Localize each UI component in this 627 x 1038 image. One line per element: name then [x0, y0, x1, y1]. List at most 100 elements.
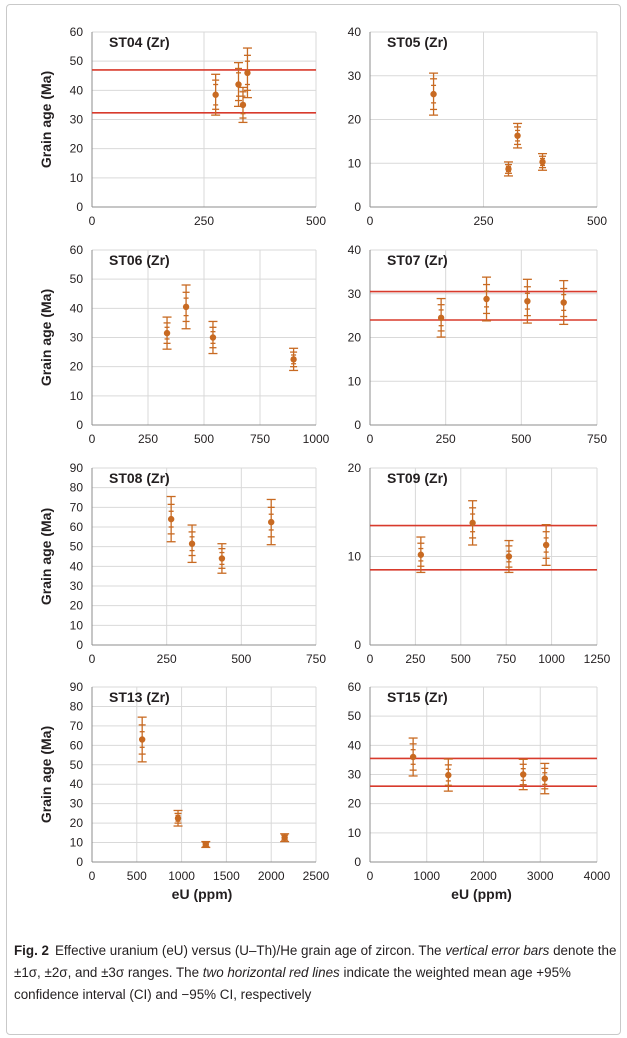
y-tick-label: 10 — [70, 618, 84, 632]
data-point — [513, 122, 523, 149]
y-tick-label: 30 — [348, 69, 362, 83]
y-tick-label: 10 — [348, 550, 362, 564]
data-point — [266, 498, 276, 546]
data-point — [436, 297, 446, 338]
data-point — [211, 73, 221, 116]
point-marker — [188, 540, 196, 547]
point-marker — [235, 81, 242, 88]
y-tick-label: 50 — [70, 758, 84, 772]
y-tick-label: 30 — [348, 287, 362, 301]
x-tick-label: 250 — [138, 432, 158, 446]
x-tick-label: 500 — [587, 214, 607, 228]
data-point — [559, 279, 569, 326]
x-tick-label: 0 — [89, 214, 96, 228]
y-tick-label: 90 — [70, 680, 84, 694]
y-tick-label: 40 — [348, 25, 362, 39]
y-tick-label: 30 — [70, 797, 84, 811]
point-marker — [437, 314, 445, 322]
x-axis-title: eU (ppm) — [172, 886, 233, 902]
data-point — [289, 347, 299, 372]
x-tick-label: 500 — [306, 214, 326, 228]
y-tick-label: 50 — [70, 272, 84, 286]
data-point — [208, 320, 218, 355]
point-marker — [212, 91, 219, 98]
y-tick-label: 10 — [70, 171, 84, 185]
figure-frame — [6, 4, 621, 1035]
data-point — [166, 495, 176, 543]
y-axis-title: Grain age (Ma) — [38, 508, 54, 605]
panel-6: 0 10 20 0 250 500 750 1000 1250 ST09 (Zr) — [348, 461, 611, 666]
y-tick-label: 30 — [348, 768, 362, 782]
y-tick-label: 10 — [348, 156, 362, 170]
point-marker — [281, 834, 288, 841]
data-point — [468, 500, 478, 546]
point-marker — [163, 329, 171, 337]
point-marker — [520, 771, 527, 778]
y-tick-label: 20 — [70, 816, 84, 830]
x-tick-label: 0 — [367, 652, 374, 666]
data-point — [201, 840, 211, 849]
panel-title: ST08 (Zr) — [109, 470, 170, 486]
y-tick-label: 30 — [70, 579, 84, 593]
y-tick-label: 60 — [70, 520, 84, 534]
y-tick-label: 40 — [348, 243, 362, 257]
y-axis-title: Grain age (Ma) — [38, 726, 54, 823]
x-tick-label: 750 — [587, 432, 607, 446]
figure-caption: Fig. 2 Effective uranium (eU) versus (U–T… — [14, 940, 618, 1006]
y-tick-label: 90 — [70, 461, 84, 475]
point-marker — [560, 299, 567, 306]
data-point — [518, 758, 528, 791]
y-tick-label: 60 — [70, 243, 84, 257]
point-marker — [167, 515, 175, 523]
data-point — [538, 152, 548, 171]
y-tick-label: 60 — [70, 25, 84, 39]
y-tick-label: 80 — [70, 699, 84, 713]
y-axis-title: Grain age (Ma) — [38, 289, 54, 386]
y-tick-label: 0 — [76, 638, 83, 652]
point-marker — [505, 553, 513, 560]
y-tick-label: 50 — [348, 709, 362, 723]
point-marker — [409, 753, 417, 761]
panel-7: 0 10 20 30 40 50 60 70 80 90 0 500 1000 1500 2000 2500 S… — [38, 680, 330, 902]
x-tick-label: 500 — [511, 432, 531, 446]
point-marker — [182, 303, 190, 311]
x-tick-label: 2500 — [303, 869, 330, 883]
y-tick-label: 40 — [348, 738, 362, 752]
x-tick-label: 500 — [231, 652, 251, 666]
y-tick-label: 0 — [354, 418, 361, 432]
x-tick-label: 2000 — [258, 869, 285, 883]
x-tick-label: 500 — [194, 432, 214, 446]
x-tick-label: 1000 — [168, 869, 195, 883]
x-tick-label: 0 — [367, 869, 374, 883]
point-marker — [430, 90, 437, 98]
x-tick-label: 3000 — [527, 869, 554, 883]
x-tick-label: 1000 — [538, 652, 565, 666]
point-marker — [539, 158, 546, 166]
data-point — [408, 737, 418, 777]
point-marker — [542, 541, 550, 549]
y-tick-label: 20 — [348, 113, 362, 127]
caption-text-1: Effective uranium (eU) versus (U–Th)/He … — [54, 943, 446, 958]
y-tick-label: 10 — [70, 389, 84, 403]
x-tick-label: 250 — [473, 214, 493, 228]
x-tick-label: 1250 — [584, 652, 611, 666]
panel-8: 0 10 20 30 40 50 60 0 1000 2000 3000 4000 ST15 (Zr) e… — [348, 680, 611, 902]
x-axis-title: eU (ppm) — [451, 886, 512, 902]
x-tick-label: 250 — [405, 652, 425, 666]
panel-2: 0 10 20 30 40 0 250 500 ST05 (Zr) — [348, 25, 608, 228]
y-axis-title: Grain age (Ma) — [38, 71, 54, 168]
point-marker — [514, 132, 521, 139]
caption-text-2: denote the ±1σ, ±2σ, and ±3σ ranges. The — [14, 943, 617, 980]
caption-label: Fig. 2 — [14, 943, 49, 958]
data-point — [541, 523, 551, 566]
point-marker — [239, 101, 247, 109]
point-marker — [483, 295, 490, 303]
point-marker — [174, 815, 182, 822]
x-tick-label: 0 — [367, 214, 374, 228]
data-point — [181, 284, 191, 330]
point-marker — [541, 775, 548, 782]
y-tick-label: 0 — [76, 855, 83, 869]
data-point — [482, 276, 492, 322]
caption-italic-1: vertical error bars — [445, 943, 550, 958]
